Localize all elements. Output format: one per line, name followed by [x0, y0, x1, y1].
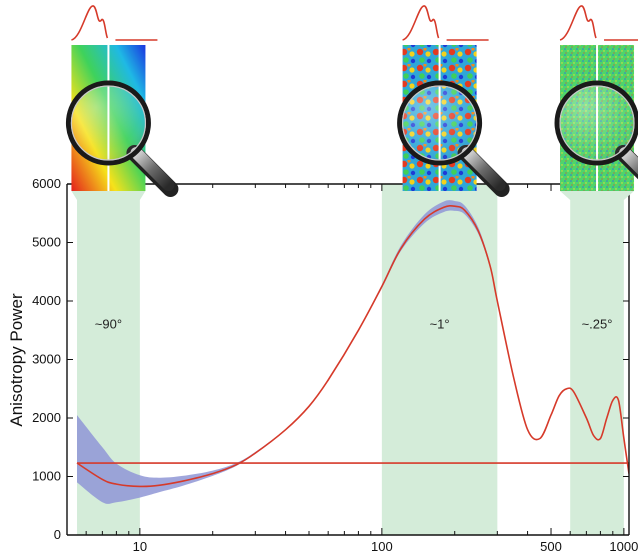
inset-2 — [381, 5, 510, 200]
y-tick-label: 6000 — [32, 176, 61, 191]
inset-connector — [560, 191, 635, 200]
scale-band-3 — [570, 184, 624, 535]
y-tick-label: 4000 — [32, 293, 61, 308]
magnifier-lens — [397, 80, 483, 166]
inset-connector — [71, 191, 146, 200]
x-tick-label: 1000 — [609, 539, 638, 554]
inset-3 — [554, 5, 638, 200]
band-label-2: ~1° — [430, 316, 450, 331]
magnifying-glass-icon — [397, 80, 510, 197]
band-label-3: ~.25° — [582, 316, 613, 331]
magnifying-glass-icon — [65, 80, 179, 197]
spectrum-sketch — [71, 5, 109, 41]
scale-bands — [77, 184, 624, 535]
magnifier-lens — [65, 80, 151, 166]
magnifier-handle — [619, 147, 638, 175]
y-axis-label: Anisotropy Power — [7, 293, 26, 427]
inset-1 — [65, 5, 179, 200]
magnifying-glass-icon — [554, 80, 638, 180]
anisotropy-power-curve — [76, 205, 629, 488]
spectrum-sketch — [559, 5, 597, 41]
y-tick-label: 3000 — [32, 352, 61, 367]
x-tick-label: 500 — [540, 539, 562, 554]
x-tick-label: 10 — [133, 539, 147, 554]
y-tick-label: 1000 — [32, 469, 61, 484]
spectrum-sketch — [402, 5, 440, 41]
band-label-1: ~90° — [95, 316, 122, 331]
uncertainty-band — [77, 200, 629, 504]
scale-band-2 — [381, 184, 498, 535]
magnifier-rim — [401, 85, 478, 161]
inset-connector — [381, 191, 498, 200]
y-tick-label: 2000 — [32, 410, 61, 425]
y-tick-label: 5000 — [32, 235, 61, 250]
y-tick-label: 0 — [54, 527, 61, 542]
band-labels: ~90° ~1° ~.25° — [95, 316, 613, 331]
magnifier-lens — [554, 80, 638, 166]
x-axis-ticks: 10 100 500 1000 — [85, 184, 638, 554]
inset-illustrations — [65, 5, 638, 200]
series-layer — [76, 200, 629, 504]
magnifier-handle — [461, 147, 506, 191]
magnifier-rim — [559, 85, 635, 161]
magnifier-rim — [70, 85, 147, 161]
magnifier-handle — [130, 147, 175, 191]
y-axis-ticks: 0 1000 2000 3000 4000 5000 6000 — [32, 176, 629, 542]
x-tick-label: 100 — [371, 539, 393, 554]
